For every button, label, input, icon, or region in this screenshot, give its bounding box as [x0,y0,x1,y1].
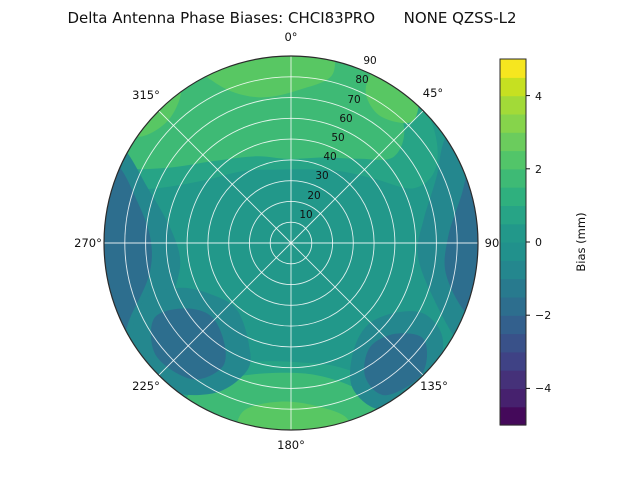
colorbar-segment [500,187,526,206]
region-left-blue [104,141,152,371]
region-bottom-green-core [236,401,352,430]
colorbar-tick-0: 0 [535,236,542,249]
colorbar-segment [500,205,526,225]
theta-tick-labels: 0° 45° 90 135° 180° 225° 270° 315° [74,30,499,452]
grid-spoke [158,110,292,244]
grid-spoke [158,242,292,376]
colorbar-segment [500,388,526,408]
r-label-70: 70 [347,94,360,106]
colorbar [499,58,530,426]
radial-tick-labels: 10 20 30 40 50 60 70 80 90 [299,55,376,221]
colorbar-segment [500,296,526,316]
colorbar-segment [500,223,526,243]
colorbar-segment [500,150,526,170]
r-label-30: 30 [315,170,328,182]
r-label-80: 80 [355,74,368,86]
colorbar-segment [500,242,526,261]
colorbar-segment [500,168,526,188]
colorbar-tick-labels: 4 2 0 −2 −4 [535,90,551,395]
r-label-20: 20 [307,190,320,202]
polar-grid [104,56,478,430]
r-label-10: 10 [299,209,312,221]
polar-outline [103,55,479,431]
r-label-60: 60 [339,113,352,125]
region-lowerright-blue [364,333,428,396]
region-top-green-core [181,56,336,98]
colorbar-segment [500,278,526,298]
theta-label-0: 0° [284,30,297,44]
theta-label-270: 270° [74,236,102,250]
colorbar-segment [500,351,526,371]
colorbar-tick-2: 2 [535,163,542,176]
colorbar-segment [500,260,526,280]
colorbar-segment [500,113,526,133]
r-label-50: 50 [331,132,344,144]
theta-label-45: 45° [423,86,443,100]
theta-label-90: 90 [485,236,500,250]
colorbar-segment [500,370,526,389]
colorbar-segment [500,315,526,335]
colorbar-tick--4: −4 [535,382,551,395]
r-label-40: 40 [323,151,336,163]
theta-label-315: 315° [132,88,160,102]
plot-dynamic-layers [103,55,530,431]
colorbar-segment [500,59,526,78]
theta-label-135: 135° [420,379,448,393]
colorbar-tick--2: −2 [535,309,551,322]
grid-spoke [290,242,424,376]
colorbar-segment [500,406,526,426]
colorbar-axis-label: Bias (mm) [574,212,588,271]
theta-label-225: 225° [132,379,160,393]
colorbar-segment [500,95,526,115]
colorbar-segment [500,333,526,353]
colorbar-tick-4: 4 [535,90,542,103]
theta-label-180: 180° [277,438,305,452]
colorbar-segment [500,132,526,152]
chart-title: Delta Antenna Phase Biases: CHCI83PRO NO… [67,9,517,27]
colorbar-segment [500,77,526,97]
grid-spoke [290,110,424,244]
r-label-90: 90 [363,55,376,67]
